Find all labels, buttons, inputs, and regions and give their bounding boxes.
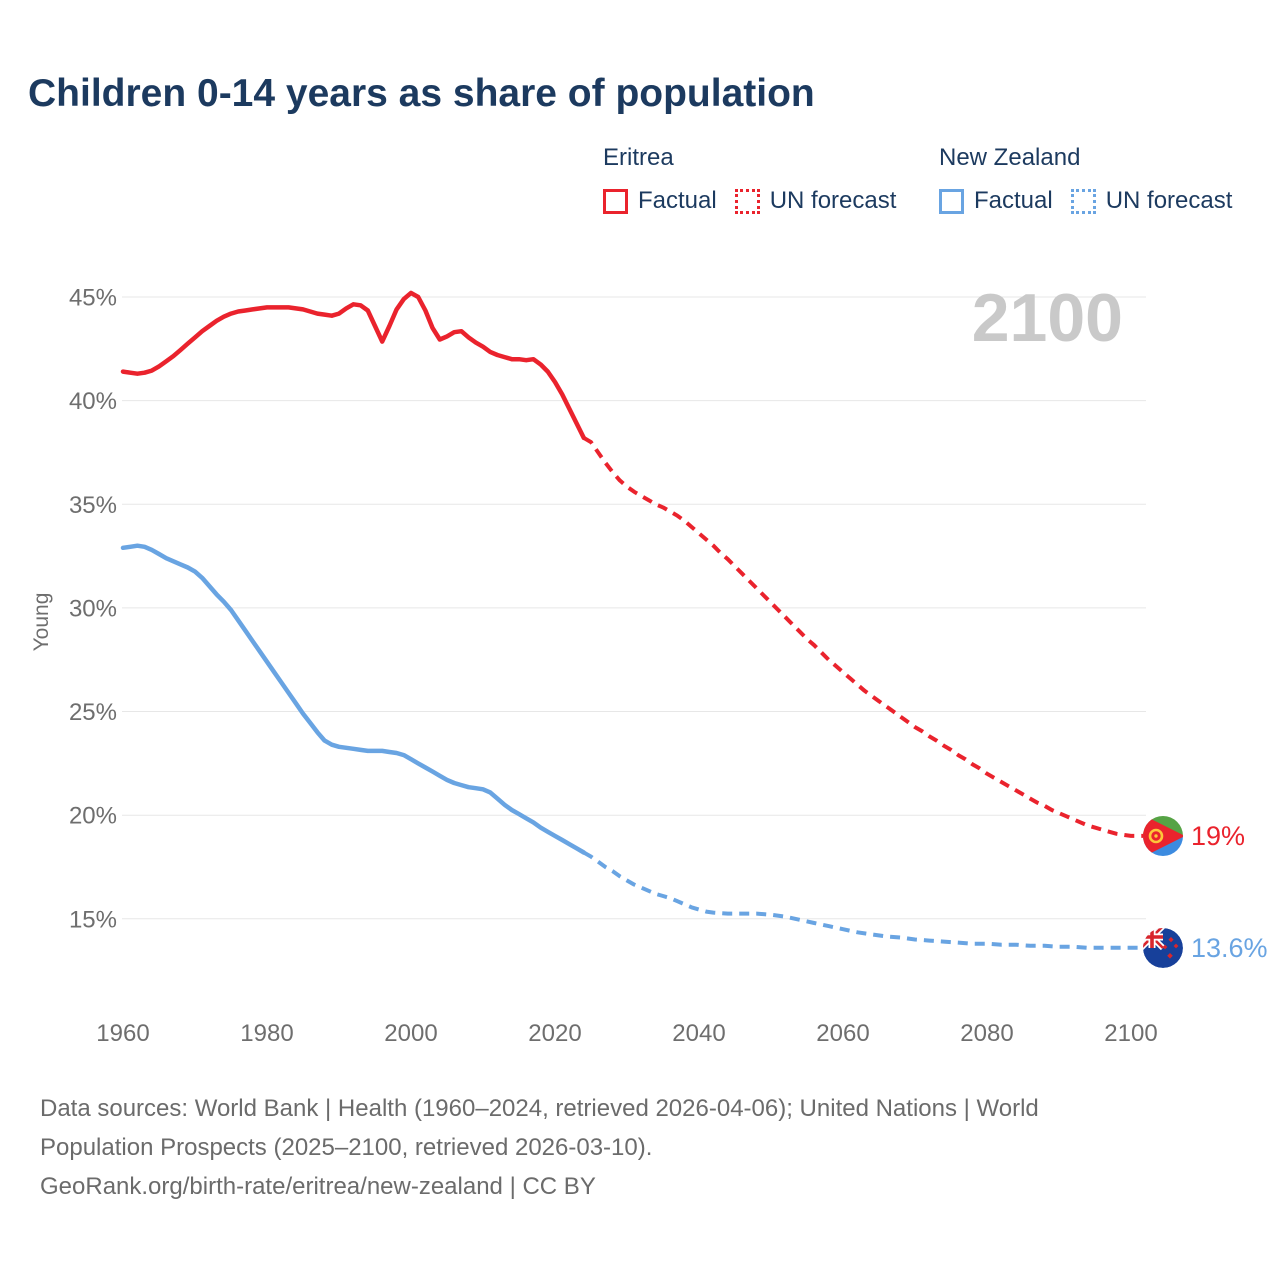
- y-tick-label: 30%: [69, 595, 117, 622]
- x-tick-label: 2060: [816, 1020, 869, 1047]
- legend-group-name: Eritrea: [603, 144, 674, 171]
- eritrea-end-value: 19%: [1191, 821, 1246, 851]
- x-tick-label: 1960: [96, 1020, 149, 1047]
- dotted-swatch-icon: [1070, 188, 1096, 214]
- x-tick-label: 2040: [672, 1020, 725, 1047]
- eritrea-factual-line: [120, 290, 587, 441]
- legend-group-eritrea: Eritrea Factual UN forecast: [603, 146, 896, 215]
- y-tick-label: 25%: [69, 699, 117, 726]
- legend-item-nz-factual[interactable]: Factual: [939, 187, 1053, 215]
- legend-item-label: UN forecast: [769, 187, 897, 214]
- legend-item-nz-forecast[interactable]: UN forecast: [1070, 187, 1233, 215]
- y-tick-label: 15%: [69, 906, 117, 933]
- legend-items: Factual UN forecast: [603, 187, 896, 215]
- new-zealand-end-value: 13.6%: [1191, 933, 1268, 963]
- x-tick-label: 2000: [384, 1020, 437, 1047]
- legend-item-eritrea-factual[interactable]: Factual: [603, 187, 717, 215]
- x-tick-label: 1980: [240, 1020, 293, 1047]
- footer-line-3: GeoRank.org/birth-rate/eritrea/new-zeala…: [40, 1173, 596, 1200]
- page-title: Children 0-14 years as share of populati…: [28, 72, 815, 115]
- legend-group-name: New Zealand: [939, 144, 1081, 171]
- y-tick-label: 45%: [69, 285, 117, 312]
- new-zealand-factual-line: [120, 543, 587, 855]
- y-axis-title: Young: [30, 592, 53, 652]
- solid-swatch-icon: [939, 188, 964, 214]
- footer-attribution: Data sources: World Bank | Health (1960–…: [40, 1089, 1200, 1206]
- legend-item-label: Factual: [974, 187, 1053, 214]
- y-tick-label: 40%: [69, 388, 117, 415]
- eritrea-un-forecast-line: [582, 436, 1143, 838]
- x-tick-label: 2080: [960, 1020, 1013, 1047]
- footer-line-2: Population Prospects (2025–2100, retriev…: [40, 1134, 653, 1161]
- new-zealand-flag-icon: [1143, 928, 1183, 968]
- legend-group-new-zealand: New Zealand Factual UN forecast: [939, 146, 1232, 215]
- legend-item-eritrea-forecast[interactable]: UN forecast: [734, 187, 897, 215]
- solid-swatch-icon: [603, 188, 628, 214]
- x-tick-label: 2100: [1104, 1020, 1157, 1047]
- x-tick-label: 2020: [528, 1020, 581, 1047]
- dotted-swatch-icon: [734, 188, 760, 214]
- legend-item-label: UN forecast: [1105, 187, 1233, 214]
- end-year-watermark: 2100: [971, 280, 1123, 356]
- new-zealand-un-forecast-line: [582, 850, 1143, 950]
- legend-items: Factual UN forecast: [939, 187, 1232, 215]
- y-tick-label: 35%: [69, 492, 117, 519]
- y-tick-label: 20%: [69, 803, 117, 830]
- legend-item-label: Factual: [638, 187, 717, 214]
- footer-line-1: Data sources: World Bank | Health (1960–…: [40, 1095, 1039, 1122]
- eritrea-flag-icon: [1143, 816, 1183, 856]
